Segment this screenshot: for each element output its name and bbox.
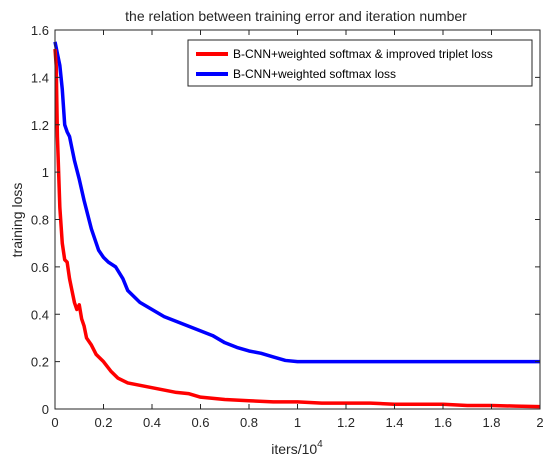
y-tick-label: 1 bbox=[42, 165, 49, 180]
series-line-1 bbox=[53, 48, 541, 409]
y-tick-label: 1.4 bbox=[31, 70, 49, 85]
y-tick-label: 0.2 bbox=[31, 355, 49, 370]
x-tick-label: 1.8 bbox=[482, 415, 500, 430]
x-tick-label: 0.2 bbox=[94, 415, 112, 430]
x-ticks: 0 0.2 0.4 0.6 0.8 1 1.2 1.4 1.6 1.8 2 bbox=[51, 30, 544, 430]
chart-title: the relation between training error and … bbox=[125, 8, 467, 24]
legend: B-CNN+weighted softmax & improved triple… bbox=[187, 39, 533, 87]
y-tick-label: 0 bbox=[42, 402, 49, 417]
y-tick-label: 1.6 bbox=[31, 23, 49, 38]
y-axis-label: training loss bbox=[9, 183, 25, 258]
x-tick-label: 1 bbox=[294, 415, 301, 430]
x-axis-label-base: iters/10 bbox=[271, 441, 317, 457]
y-tick-label: 1.2 bbox=[31, 118, 49, 133]
x-tick-label: 2 bbox=[536, 415, 543, 430]
x-tick-label: 1.2 bbox=[337, 415, 355, 430]
x-tick-label: 0.4 bbox=[143, 415, 161, 430]
x-tick-label: 1.4 bbox=[385, 415, 403, 430]
series-line-2 bbox=[53, 41, 540, 364]
x-tick-label: 1.6 bbox=[434, 415, 452, 430]
x-tick-label: 0.6 bbox=[191, 415, 209, 430]
y-ticks: 0 0.2 0.4 0.6 0.8 1 1.2 1.4 1.6 bbox=[31, 23, 540, 417]
series-group bbox=[53, 41, 541, 409]
plot-area bbox=[55, 30, 540, 409]
legend-box bbox=[187, 39, 533, 87]
x-axis-label: iters/104 bbox=[271, 439, 323, 457]
x-tick-label: 0.8 bbox=[240, 415, 258, 430]
legend-label-series-2: B-CNN+weighted softmax loss bbox=[233, 67, 396, 81]
y-tick-label: 0.4 bbox=[31, 307, 49, 322]
y-tick-label: 0.8 bbox=[31, 213, 49, 228]
y-tick-label: 0.6 bbox=[31, 260, 49, 275]
legend-label-series-1: B-CNN+weighted softmax & improved triple… bbox=[233, 47, 493, 61]
x-tick-label: 0 bbox=[51, 415, 58, 430]
x-axis-label-exponent: 4 bbox=[317, 439, 323, 450]
